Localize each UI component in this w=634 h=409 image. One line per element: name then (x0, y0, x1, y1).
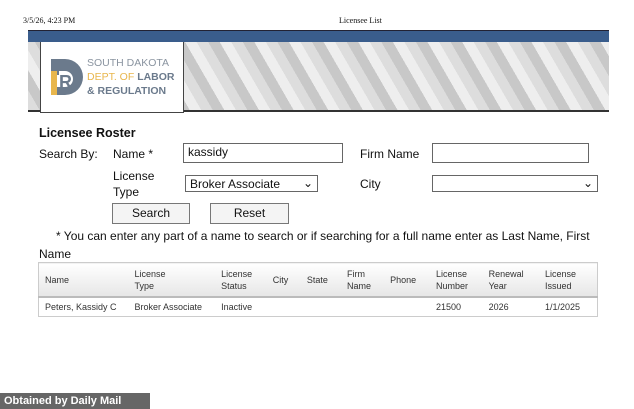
chevron-down-icon: ⌄ (582, 176, 593, 190)
column-header-text: Type (134, 280, 154, 291)
column-header[interactable]: License Issued (538, 262, 598, 298)
dlr-monogram-icon: R (51, 59, 83, 95)
dlr-logo[interactable]: R SOUTH DAKOTA DEPT. OF LABOR & REGULATI… (40, 42, 184, 113)
logo-line1: SOUTH DAKOTA (87, 57, 170, 69)
license-type-select[interactable]: Broker Associate ⌄ (185, 175, 318, 192)
column-header-text: License (544, 268, 577, 279)
logo-line3: & REGULATION (87, 85, 167, 97)
table-cell: 21500 (435, 302, 461, 312)
column-header[interactable]: Renewal Year (482, 262, 539, 298)
column-header[interactable]: License Status (215, 262, 267, 298)
results-table: Name License Type License Status City State Fir… (38, 262, 598, 317)
print-title: Licensee List (339, 16, 382, 25)
watermark: Obtained by Daily Mail (0, 393, 150, 409)
header-bar (28, 30, 609, 43)
license-type-label: License Type (113, 168, 154, 200)
table-row[interactable]: Peters, Kassidy C Broker Associate Inactiv… (39, 297, 598, 317)
column-header-text: Year (488, 280, 507, 291)
table-cell (384, 297, 430, 317)
column-header-text: License (134, 268, 166, 279)
column-header[interactable]: Firm Name (341, 262, 385, 298)
firm-name-input[interactable] (432, 143, 589, 163)
column-header-text: City (272, 274, 289, 285)
column-header-text: State (306, 274, 328, 285)
column-header-text: Name (45, 274, 70, 285)
column-header-text: Phone (390, 274, 417, 285)
table-cell (341, 297, 384, 317)
page-heading: Licensee Roster (39, 126, 136, 140)
table-cell: Peters, Kassidy C (45, 302, 117, 312)
table-cell: Broker Associate (134, 302, 203, 312)
column-header-text: License (435, 268, 467, 279)
column-header-text: Firm (347, 268, 365, 279)
svg-text:R: R (59, 72, 72, 92)
column-header-text: Status (221, 280, 247, 291)
column-header[interactable]: Phone (384, 262, 430, 298)
table-cell (301, 297, 341, 317)
city-select[interactable]: ⌄ (432, 175, 598, 192)
column-header-text: License (221, 268, 253, 279)
column-header-text: Issued (544, 280, 572, 291)
license-type-label-1: License (113, 169, 155, 183)
table-cell: Inactive (221, 302, 253, 312)
table-cell: 2026 (488, 302, 509, 312)
logo-line2a: DEPT. OF (87, 71, 138, 83)
city-label: City (360, 177, 381, 191)
reset-button[interactable]: Reset (210, 203, 289, 224)
column-header[interactable]: Name (38, 262, 129, 298)
column-header[interactable]: License Number (429, 262, 483, 298)
column-header[interactable]: State (300, 262, 341, 298)
column-header-text: Number (435, 280, 468, 291)
table-cell (267, 297, 301, 317)
name-input[interactable]: kassidy (183, 143, 343, 163)
chevron-down-icon: ⌄ (302, 176, 313, 190)
column-header[interactable]: License Type (128, 262, 216, 298)
license-type-value: Broker Associate (190, 177, 281, 191)
print-timestamp: 3/5/26, 4:23 PM (23, 16, 76, 25)
firm-name-label: Firm Name (360, 147, 420, 161)
name-label: Name * (113, 147, 154, 161)
search-button[interactable]: Search (112, 203, 190, 224)
logo-line2b: LABOR (137, 71, 175, 83)
license-type-label-2: Type (113, 185, 140, 199)
column-header-text: Renewal (488, 268, 524, 279)
column-header-text: Name (347, 280, 372, 291)
column-header[interactable]: City (266, 262, 301, 298)
table-cell: 1/1/2025 (544, 302, 581, 312)
search-hint: * You can enter any part of a name to se… (39, 229, 590, 261)
search-by-label: Search By: (39, 147, 98, 161)
